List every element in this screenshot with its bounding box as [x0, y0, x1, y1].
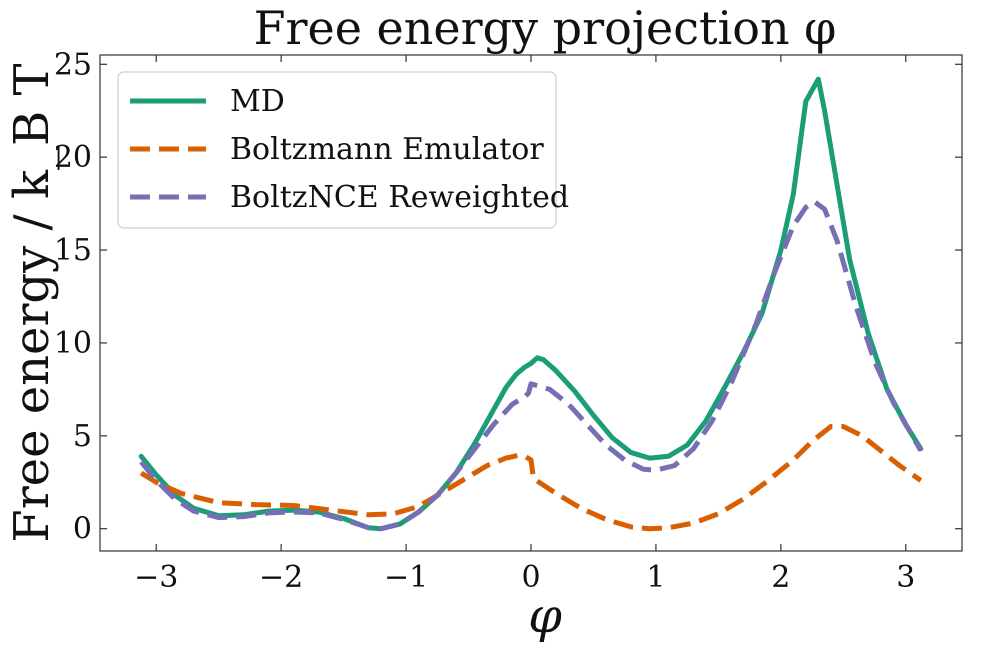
legend-box	[117, 71, 557, 229]
legend-label-boltznce-reweighted: BoltzNCE Reweighted	[230, 180, 569, 215]
y-tick-label: 15	[54, 233, 92, 268]
series-line-boltznce-reweighted	[139, 199, 923, 532]
y-tick-label: 5	[73, 419, 92, 454]
ticks-layer: −3 −2 −1 0 1 2 3 0 5 10 15 20 25	[54, 47, 962, 595]
x-tick-label: −3	[134, 560, 178, 595]
y-tick-label: 10	[54, 326, 92, 361]
y-tick-label: 25	[54, 47, 92, 82]
series-layer	[138, 76, 924, 532]
y-tick-label: 20	[54, 140, 92, 175]
series-line-boltzmann-emulator	[139, 424, 923, 532]
y-tick-label: 0	[73, 512, 92, 547]
y-axis-label: Free energy / k_B T	[4, 63, 60, 542]
x-tick-label: 3	[896, 560, 915, 595]
legend-label-md: MD	[230, 84, 285, 119]
legend-label-boltzmann-emulator: Boltzmann Emulator	[230, 132, 544, 167]
x-tick-label: 2	[771, 560, 790, 595]
x-tick-label: −2	[259, 560, 303, 595]
legend: MD Boltzmann Emulator BoltzNCE Reweighte…	[117, 71, 569, 229]
chart-title: Free energy projection φ	[254, 1, 837, 55]
x-tick-label: −1	[384, 560, 428, 595]
x-tick-label: 0	[521, 560, 540, 595]
x-axis-label: φ	[528, 588, 562, 644]
x-tick-label: 1	[646, 560, 665, 595]
